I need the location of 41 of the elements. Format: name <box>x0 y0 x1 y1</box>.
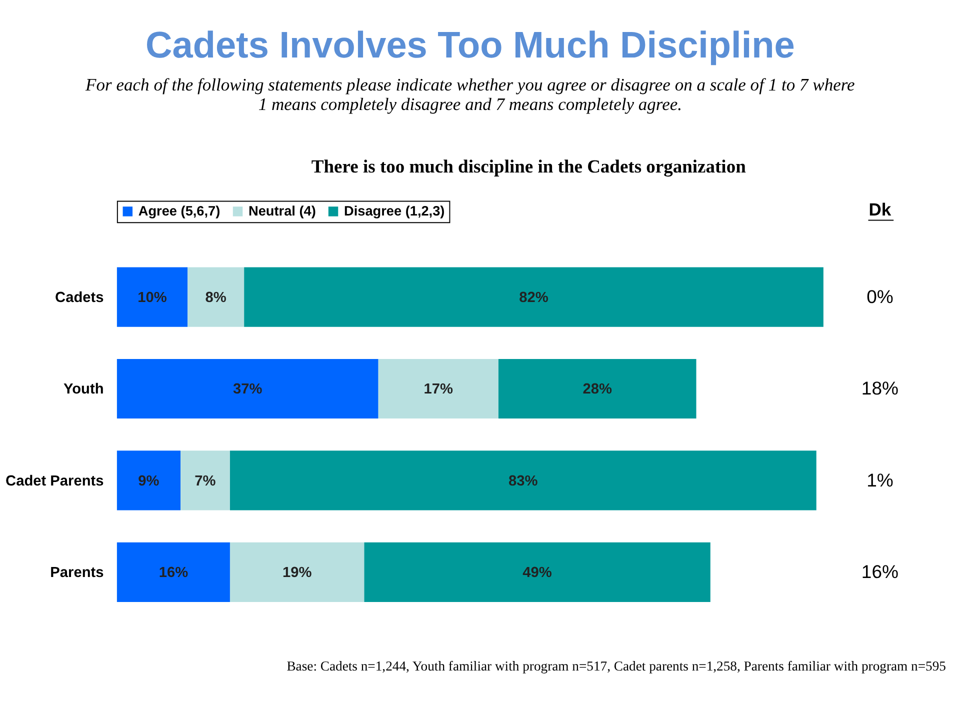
bar <box>188 267 244 327</box>
y-tick-label: Parents <box>50 565 104 582</box>
text: 18% <box>861 378 898 399</box>
data-label: 9% <box>138 473 160 490</box>
bar <box>230 450 816 510</box>
bar <box>230 542 364 602</box>
data-label: 82% <box>519 290 548 306</box>
bar <box>116 542 230 602</box>
data-label: 10% <box>138 290 167 306</box>
data-label: 7% <box>194 473 216 490</box>
chart-title: Cadets Involves Too Much Discipline <box>146 23 795 66</box>
text: For each of the following statements please indicate whether you agree or disagree on a scale of 1 to 7 where <box>86 74 855 95</box>
text: There is too much discipline in the Cadets organization <box>311 157 747 178</box>
legend-label: Neutral (4) <box>248 203 316 218</box>
text: 16% <box>861 561 898 582</box>
data-label: 28% <box>582 382 612 398</box>
data-label: 49% <box>522 565 552 582</box>
data-label: 83% <box>508 473 538 490</box>
legend-label: Disagree (1,2,3) <box>344 203 445 218</box>
bar <box>498 358 696 419</box>
bar <box>116 267 188 327</box>
text: Base: Cadets n=1,244, Youth familiar with program n=517, Cadet parents n=1,258, Parents familiar with program n=595 <box>286 658 946 674</box>
y-tick-label: Youth <box>63 382 104 398</box>
text: 1 means completely disagree and 7 means completely agree. <box>258 94 682 114</box>
data-label: 16% <box>158 565 188 582</box>
data-label: 8% <box>205 290 226 306</box>
data-label: 37% <box>233 382 262 398</box>
text: 0% <box>866 286 894 307</box>
bar <box>378 358 498 419</box>
data-label: 17% <box>424 382 454 398</box>
bar <box>244 267 824 327</box>
data-label: 19% <box>282 565 312 582</box>
text: Dk <box>868 199 892 220</box>
bar <box>180 450 230 510</box>
legend-label: Agree (5,6,7) <box>138 203 220 218</box>
bar <box>116 358 378 419</box>
text: 1% <box>866 469 894 490</box>
bar <box>364 542 710 602</box>
y-tick-label: Cadets <box>55 290 104 306</box>
y-tick-label: Cadet Parents <box>6 473 104 490</box>
bar <box>116 450 181 510</box>
